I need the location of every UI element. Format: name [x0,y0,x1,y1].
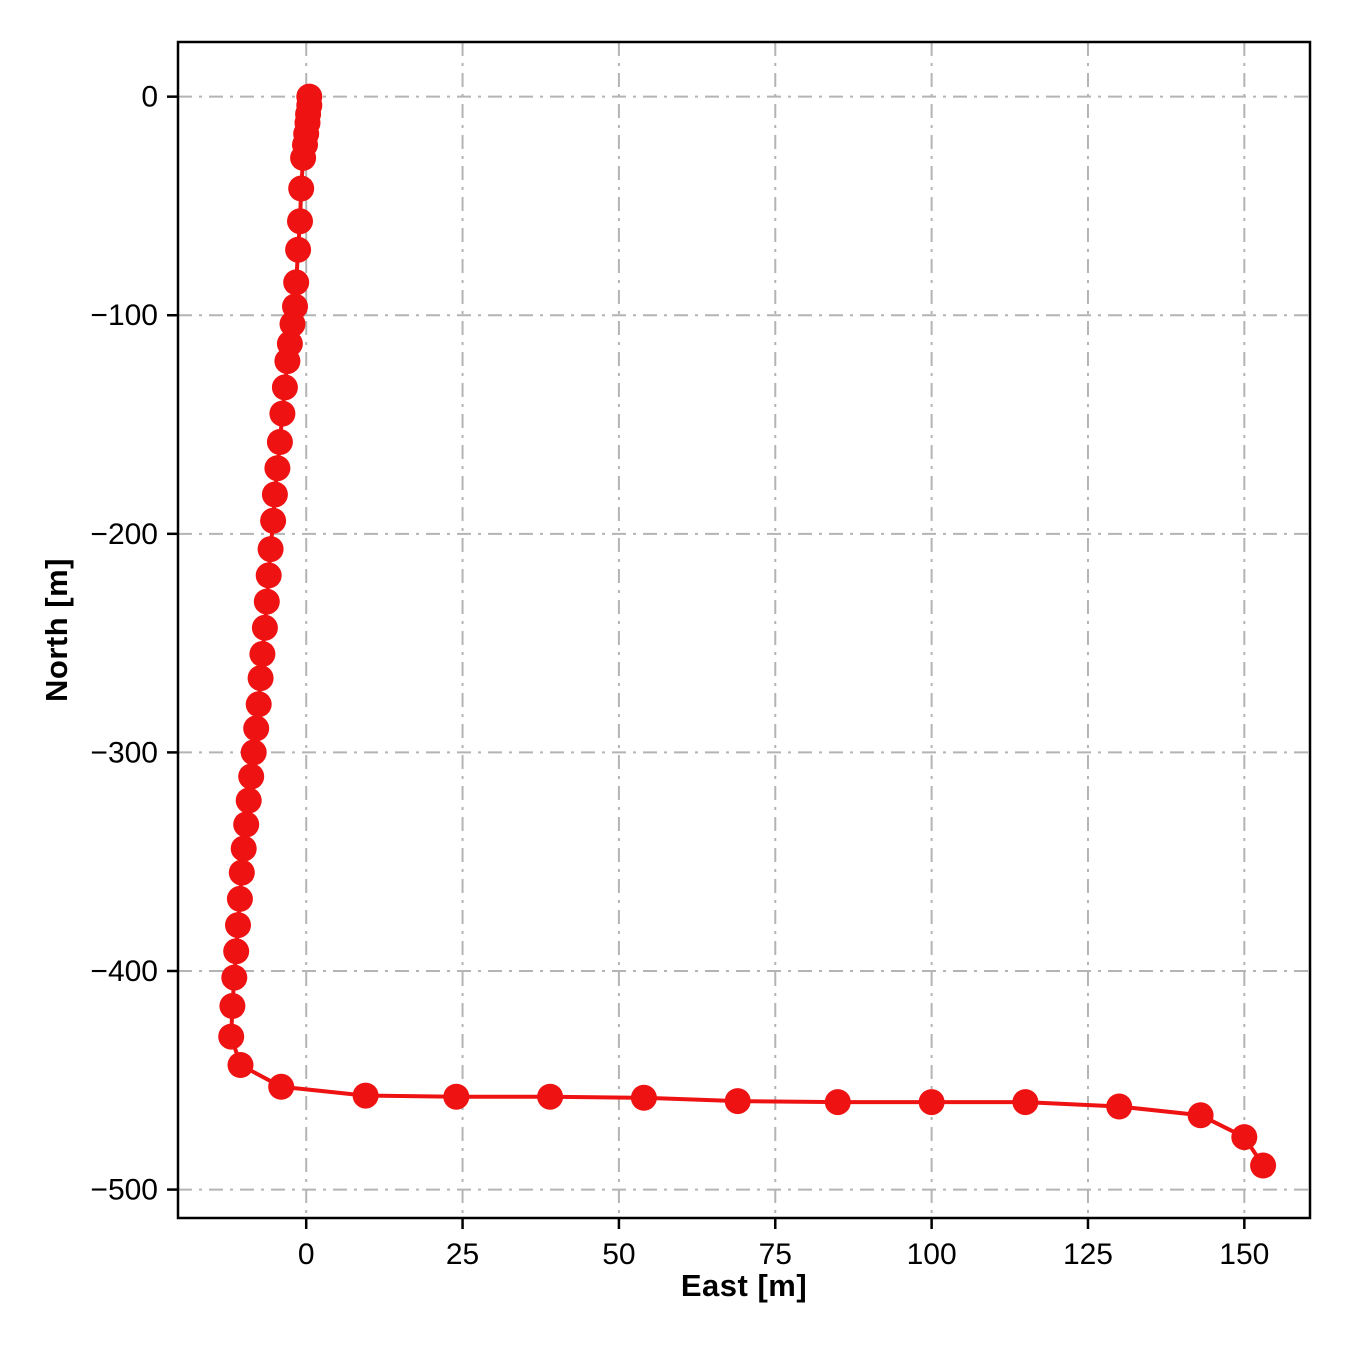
data-point-marker [225,912,251,939]
axes-spine [176,40,1312,1220]
data-point-marker [630,1084,657,1111]
data-point-marker [824,1089,851,1116]
data-point-marker [271,374,298,401]
data-point-marker [283,269,310,296]
data-point-marker [290,144,317,171]
data-point-marker [287,208,313,235]
data-point-marker [227,1052,254,1078]
data-point-marker [247,665,274,692]
y-tick-label: −200 [90,518,158,551]
data-point-marker [724,1088,751,1115]
data-point-marker [230,835,257,862]
x-tick-label: 25 [446,1238,479,1271]
y-tick-label: −300 [90,736,158,769]
data-point-marker [223,938,250,965]
data-point-marker [255,562,282,589]
x-axis-label: East [m] [680,1268,808,1303]
data-point-marker [245,691,272,718]
data-point-marker [260,507,287,534]
data-point-marker [288,175,315,202]
x-tick-label: 75 [759,1238,792,1271]
data-point-marker [1187,1102,1214,1129]
data-point-marker [228,859,255,886]
data-point-marker [257,536,284,563]
data-point-marker [226,885,253,912]
y-tick-label: −400 [90,955,158,988]
data-point-marker [1106,1093,1133,1120]
data-point-marker [1012,1089,1039,1116]
data-point-marker [253,588,280,615]
data-point-marker [443,1083,470,1110]
data-point-marker [918,1089,945,1116]
data-point-marker [221,964,248,991]
data-point-marker [266,429,293,455]
data-point-marker [264,455,291,482]
data-point-marker [274,348,301,375]
x-tick-label: 50 [602,1238,635,1271]
x-tick-label: 0 [298,1238,315,1271]
data-point-marker [243,715,270,742]
data-point-marker [279,311,306,337]
x-tick-label: 125 [1063,1238,1113,1271]
data-point-marker [261,481,288,508]
data-point-marker [233,811,260,838]
data-point-marker [1250,1152,1277,1179]
data-point-marker [352,1082,379,1109]
data-point-marker [218,1023,245,1050]
y-tick-label: −500 [90,1174,158,1207]
y-axis-label: North [m] [39,558,74,702]
data-point-marker [249,641,276,667]
data-point-marker [285,236,312,263]
data-point-marker [537,1083,564,1110]
data-point-marker [219,993,246,1019]
trajectory-line [229,94,1266,1168]
y-tick-label: 0 [141,81,158,114]
data-point-marker [235,787,262,814]
data-point-marker [238,763,265,790]
y-tick-label: −100 [90,299,158,332]
data-point-marker [268,1073,295,1100]
data-point-marker [240,739,267,766]
data-point-marker [269,400,296,427]
data-point-marker [251,614,278,641]
x-tick-label: 150 [1219,1238,1269,1271]
x-tick-label: 100 [907,1238,957,1271]
data-point-marker [1231,1124,1258,1151]
